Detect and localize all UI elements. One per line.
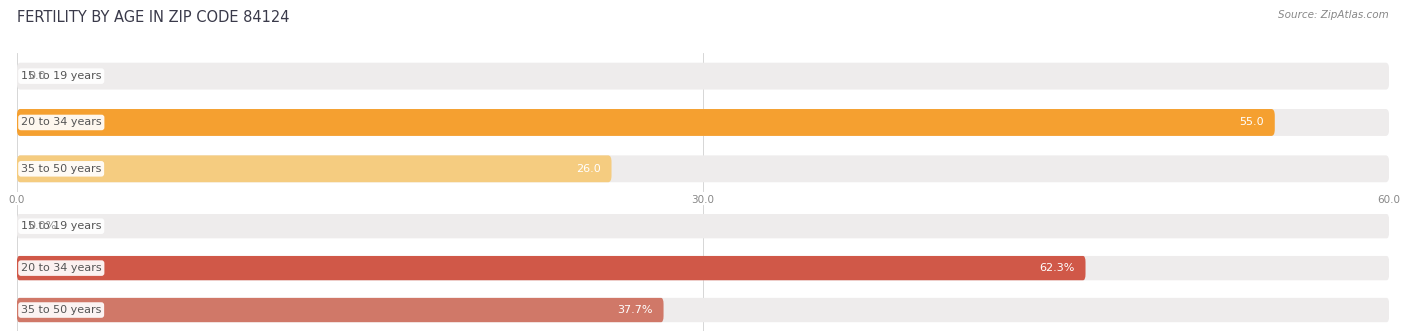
Text: 20 to 34 years: 20 to 34 years [21,118,101,127]
Text: 0.0%: 0.0% [28,221,56,231]
Text: 37.7%: 37.7% [617,305,652,315]
FancyBboxPatch shape [17,256,1389,280]
FancyBboxPatch shape [17,298,1389,322]
Text: 35 to 50 years: 35 to 50 years [21,164,101,174]
FancyBboxPatch shape [17,109,1389,136]
Text: FERTILITY BY AGE IN ZIP CODE 84124: FERTILITY BY AGE IN ZIP CODE 84124 [17,10,290,25]
Text: 15 to 19 years: 15 to 19 years [21,221,101,231]
FancyBboxPatch shape [17,63,1389,90]
FancyBboxPatch shape [17,256,1085,280]
Text: 0.0: 0.0 [28,71,45,81]
Text: 35 to 50 years: 35 to 50 years [21,305,101,315]
Text: 62.3%: 62.3% [1039,263,1074,273]
FancyBboxPatch shape [17,298,664,322]
Text: 55.0: 55.0 [1239,118,1264,127]
Text: Source: ZipAtlas.com: Source: ZipAtlas.com [1278,10,1389,20]
FancyBboxPatch shape [17,155,1389,182]
FancyBboxPatch shape [17,109,1275,136]
FancyBboxPatch shape [17,155,612,182]
Text: 26.0: 26.0 [576,164,600,174]
FancyBboxPatch shape [17,214,1389,238]
Text: 15 to 19 years: 15 to 19 years [21,71,101,81]
Text: 20 to 34 years: 20 to 34 years [21,263,101,273]
